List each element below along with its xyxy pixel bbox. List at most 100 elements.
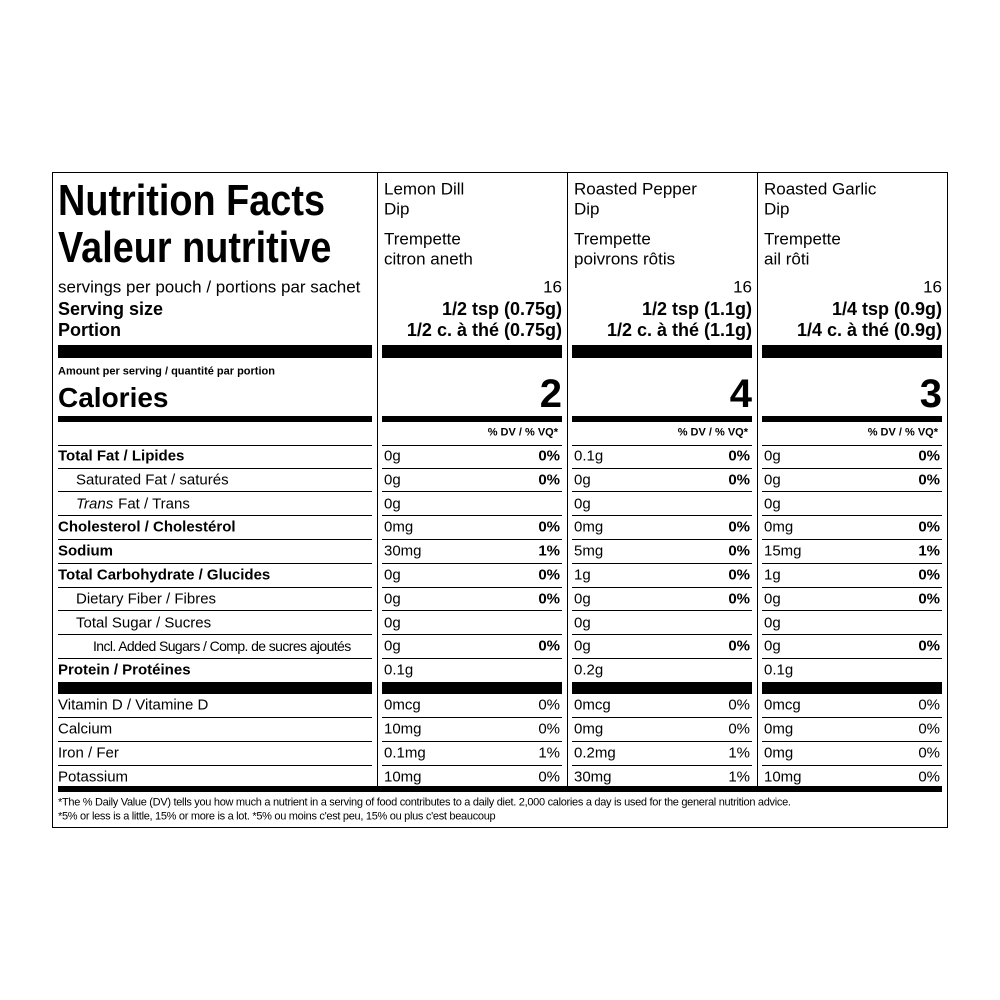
portion: 1/4 c. à thé (0.9g) xyxy=(796,320,942,340)
vitamin-amount: 0mcg xyxy=(764,696,801,714)
nutrient-label: Incl. Added Sugars / Comp. de sucres ajo… xyxy=(93,638,351,655)
nutrient-label: Saturated Fat / saturés xyxy=(76,471,229,489)
label-border xyxy=(52,172,948,828)
vitamin-amount: 30mg xyxy=(574,768,612,786)
row-line xyxy=(762,467,942,469)
column-divider xyxy=(377,172,378,786)
nutrient-amount: 30mg xyxy=(384,542,422,560)
vitamin-dv: 0% xyxy=(538,720,560,738)
nutrient-dv: 0% xyxy=(538,447,560,465)
nutrient-amount: 0.1g xyxy=(384,661,414,679)
nutrient-dv: 0% xyxy=(728,637,750,655)
row-line xyxy=(58,610,372,612)
row-line xyxy=(382,491,562,493)
vitamin-dv: 0% xyxy=(538,768,560,786)
title-fr: Valeur nutritive xyxy=(58,223,332,272)
nutrient-amount: 0.2g xyxy=(574,661,604,679)
portion: 1/2 c. à thé (0.75g) xyxy=(406,320,562,340)
product-name-en: Lemon Dill xyxy=(384,179,465,199)
nutrient-amount: 0g xyxy=(384,590,401,608)
serving-size: 1/2 tsp (0.75g) xyxy=(441,299,562,319)
nutrient-dv: 1% xyxy=(538,542,560,560)
row-line xyxy=(572,717,752,718)
nutrient-amount: 1g xyxy=(764,566,781,584)
vitamin-dv: 0% xyxy=(918,768,940,786)
row-line xyxy=(572,634,752,636)
nutrient-amount: 0g xyxy=(384,471,401,489)
nutrient-label: Dietary Fiber / Fibres xyxy=(76,590,217,608)
vitamin-dv: 0% xyxy=(728,720,750,738)
thick-bar xyxy=(382,682,562,694)
row-line xyxy=(58,765,372,766)
nutrient-amount: 0.1g xyxy=(764,661,794,679)
nutrient-dv: 0% xyxy=(728,566,750,584)
row-line xyxy=(382,586,562,588)
nutrient-amount: 1g xyxy=(574,566,591,584)
vitamin-dv: 1% xyxy=(538,744,560,762)
calories-label: Calories xyxy=(58,382,169,413)
nutrient-amount: 0mg xyxy=(764,518,794,536)
product-name-fr: citron aneth xyxy=(384,249,473,269)
thick-bar xyxy=(572,682,752,694)
row-line xyxy=(382,562,562,564)
nutrient-amount: 0g xyxy=(764,495,781,513)
row-line xyxy=(762,538,942,540)
nutrient-label: Fat / Trans xyxy=(114,495,190,513)
nutrient-amount: 0g xyxy=(764,471,781,489)
nutrient-dv: 0% xyxy=(728,518,750,536)
product-name-en: Dip xyxy=(384,199,410,219)
vitamin-label: Calcium xyxy=(58,720,113,738)
medium-bar xyxy=(382,416,562,422)
row-line xyxy=(58,741,372,742)
nutrient-label: Total Sugar / Sucres xyxy=(76,614,212,632)
row-line xyxy=(572,562,752,564)
vitamin-amount: 10mg xyxy=(384,720,422,738)
vitamin-amount: 0.2mg xyxy=(574,744,616,762)
row-line xyxy=(762,491,942,493)
nutrient-amount: 0mg xyxy=(384,518,414,536)
vitamin-amount: 10mg xyxy=(384,768,422,786)
servings: 16 xyxy=(543,277,562,297)
row-line xyxy=(382,765,562,766)
row-line xyxy=(762,741,942,742)
nutrient-dv: 0% xyxy=(538,590,560,608)
row-line xyxy=(572,741,752,742)
row-line xyxy=(762,657,942,659)
nutrient-amount: 0g xyxy=(764,614,781,632)
nutrient-dv: 0% xyxy=(918,566,940,584)
nutrient-amount: 0g xyxy=(764,590,781,608)
nutrient-amount: 0g xyxy=(764,637,781,655)
nutrient-dv: 0% xyxy=(918,637,940,655)
product-name-en: Dip xyxy=(764,199,790,219)
row-line xyxy=(762,610,942,612)
row-line xyxy=(382,634,562,636)
row-line xyxy=(762,717,942,718)
product-name-fr: Trempette xyxy=(574,229,651,249)
nutrient-amount: 5mg xyxy=(574,542,604,560)
product-name-en: Roasted Pepper xyxy=(574,179,697,199)
nutrient-amount: 0mg xyxy=(574,518,604,536)
calories: 3 xyxy=(919,372,942,416)
nutrient-dv: 0% xyxy=(918,447,940,465)
row-line xyxy=(58,657,372,659)
vitamin-amount: 0.1mg xyxy=(384,744,426,762)
nutrient-dv: 0% xyxy=(918,471,940,489)
dv-header: % DV / % VQ* xyxy=(677,426,748,439)
row-line xyxy=(382,467,562,469)
nutrient-label: Cholesterol / Cholestérol xyxy=(58,518,236,536)
servings-label: servings per pouch / portions par sachet xyxy=(58,277,361,297)
thick-bar xyxy=(762,345,942,358)
nutrient-amount: 0g xyxy=(574,590,591,608)
footnote: *5% or less is a little, 15% or more is … xyxy=(58,810,496,823)
calories: 4 xyxy=(729,372,752,416)
row-line xyxy=(572,765,752,766)
row-line xyxy=(58,445,372,446)
serving-size: 1/2 tsp (1.1g) xyxy=(641,299,752,319)
row-line xyxy=(382,445,562,446)
vitamin-dv: 0% xyxy=(918,744,940,762)
thick-bar xyxy=(762,682,942,694)
dv-header: % DV / % VQ* xyxy=(867,426,938,439)
row-line xyxy=(572,445,752,446)
vitamin-dv: 0% xyxy=(538,696,560,714)
